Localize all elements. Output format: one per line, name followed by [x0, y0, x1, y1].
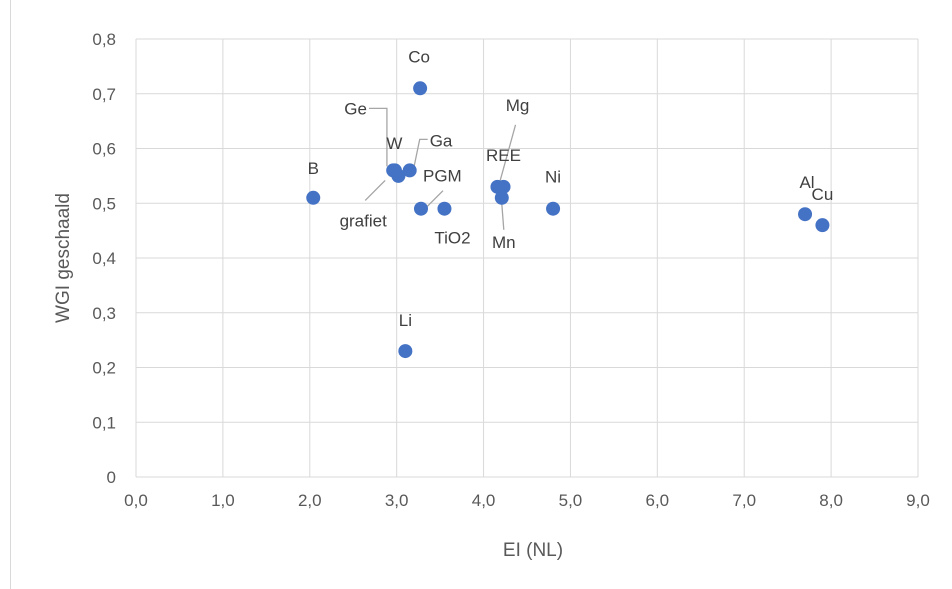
x-tick-label: 2,0 — [298, 491, 322, 510]
data-point-ni — [546, 201, 561, 216]
data-point-li — [398, 344, 413, 359]
point-label-ni: Ni — [545, 168, 561, 187]
y-tick-label: 0,1 — [92, 413, 116, 432]
data-point-ga — [402, 163, 417, 178]
point-label-ge: Ge — [344, 99, 367, 118]
leader-line-grafiet — [364, 179, 386, 201]
y-tick-label: 0,8 — [92, 30, 116, 49]
y-axis-title: WGI geschaald — [53, 193, 74, 323]
y-tick-label: 0 — [107, 468, 116, 487]
y-tick-label: 0,5 — [92, 194, 116, 213]
leader-line-ge — [368, 107, 388, 167]
chart-frame — [10, 0, 952, 589]
point-label-grafiet: grafiet — [340, 211, 388, 230]
data-point-co — [413, 81, 428, 96]
data-point-pgm — [413, 201, 428, 216]
leader-line-ga — [413, 138, 428, 169]
point-label-ree: REE — [486, 146, 521, 165]
point-label-ga: Ga — [430, 131, 453, 150]
point-label-al: Al — [799, 173, 814, 192]
x-tick-label: 1,0 — [211, 491, 235, 510]
data-point-b — [306, 190, 321, 205]
y-tick-label: 0,7 — [92, 85, 116, 104]
tick-labels: 0,0 1,0 2,0 3,0 4,0 5,0 6,0 7,0 8,0 9,0 0 0,1 0,2 0,3… — [92, 30, 929, 510]
x-tick-label: 4,0 — [472, 491, 496, 510]
point-label-co: Co — [408, 47, 430, 66]
point-label-li: Li — [399, 311, 412, 330]
data-point-cu — [815, 218, 830, 233]
point-label-b: B — [308, 159, 319, 178]
x-tick-label: 6,0 — [646, 491, 670, 510]
leader-line-mg — [498, 124, 517, 183]
data-point-tio2 — [437, 201, 452, 216]
grid — [135, 38, 919, 478]
data-point-grafiet — [386, 163, 401, 178]
point-label-w: W — [386, 134, 402, 153]
x-tick-label: 0,0 — [124, 491, 148, 510]
x-tick-label: 7,0 — [732, 491, 756, 510]
leader-line-mn — [501, 203, 505, 230]
y-tick-label: 0,3 — [92, 304, 116, 323]
data-point-al — [798, 207, 813, 222]
y-tick-label: 0,6 — [92, 140, 116, 159]
point-label-cu: Cu — [812, 185, 834, 204]
point-label-mn: Mn — [492, 233, 516, 252]
x-tick-label: 9,0 — [906, 491, 930, 510]
x-axis-title: EI (NL) — [503, 540, 563, 561]
y-tick-label: 0,4 — [92, 249, 116, 268]
x-tick-label: 5,0 — [559, 491, 583, 510]
data-point-mg — [496, 179, 511, 194]
point-label-mg: Mg — [506, 96, 530, 115]
point-label-pgm: PGM — [423, 167, 462, 186]
data-points — [306, 81, 830, 359]
data-point-mn — [494, 190, 509, 205]
x-tick-label: 8,0 — [819, 491, 843, 510]
x-tick-label: 3,0 — [385, 491, 409, 510]
point-label-tio2: TiO2 — [434, 229, 470, 248]
y-tick-label: 0,2 — [92, 359, 116, 378]
